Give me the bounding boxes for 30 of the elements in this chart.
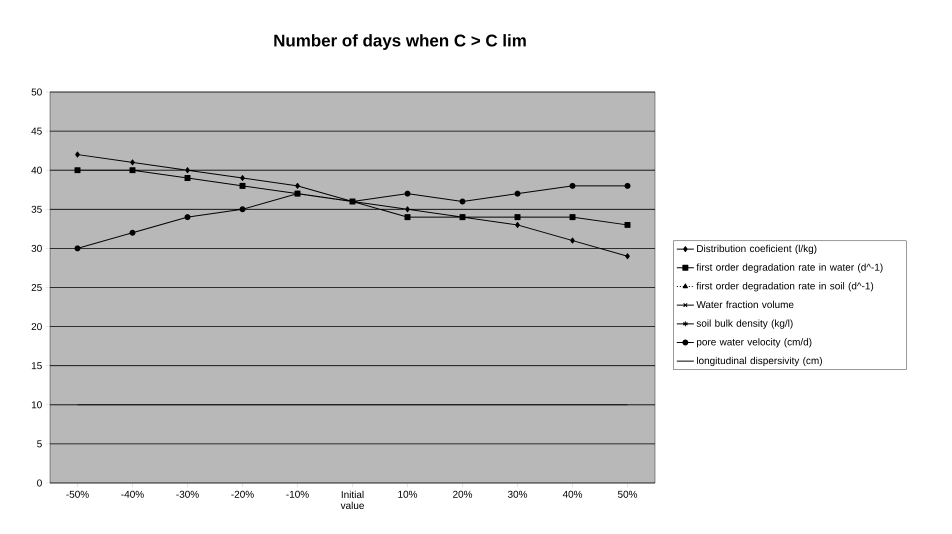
y-tick-label: 45 [31, 128, 42, 135]
y-tick-label: 30 [32, 244, 42, 252]
y-tick-label: 10 [32, 401, 42, 408]
y-tick-label: 0 [37, 479, 42, 487]
y-tick-label: 15 [32, 362, 42, 370]
x-tick-label: -40% [121, 490, 144, 498]
legend-label: Water fraction volume [696, 300, 794, 308]
y-tick-label: 35 [32, 206, 42, 213]
x-tick-label: -50% [66, 490, 89, 498]
legend-label: longitudinal dispersivity (cm) [697, 356, 822, 366]
legend-label: soil bulk density (kg/l) [696, 319, 793, 329]
x-tick-label: -10% [286, 490, 309, 498]
legend-label: Distribution coeficient (l/kg) [697, 244, 816, 254]
x-tick-label: 40% [562, 490, 582, 498]
y-tick-label: 50 [32, 88, 42, 96]
y-tick-label: 5 [37, 440, 42, 448]
y-tick-label: 40 [31, 166, 42, 174]
x-tick-label: Initial value [340, 490, 364, 510]
legend-label: first order degradation rate in water (d^-1) [696, 263, 883, 273]
y-tick-label: 20 [32, 323, 42, 330]
x-tick-label: -30% [176, 490, 199, 498]
y-tick-label: 25 [32, 284, 42, 292]
x-tick-label: 20% [453, 490, 472, 498]
x-tick-label: -20% [231, 490, 254, 498]
legend-label: pore water velocity (cm/d) [696, 338, 812, 348]
x-tick-label: 50% [618, 490, 638, 498]
x-tick-label: 10% [398, 490, 418, 498]
legend-label: first order degradation rate in soil (d^-1) [696, 282, 874, 292]
x-tick-label: 30% [508, 490, 528, 498]
chart-title: Number of days when C > C lim [274, 34, 526, 50]
